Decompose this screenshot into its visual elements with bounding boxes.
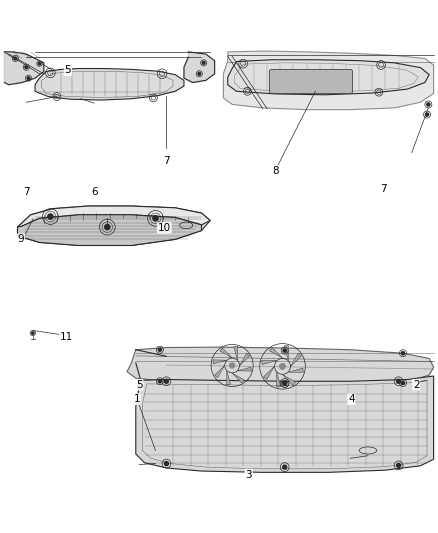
Circle shape (280, 364, 285, 369)
Text: 9: 9 (18, 235, 25, 244)
Text: 7: 7 (23, 187, 30, 197)
Polygon shape (269, 348, 283, 358)
Polygon shape (213, 360, 227, 364)
Circle shape (25, 66, 28, 69)
Circle shape (283, 349, 286, 352)
Polygon shape (226, 371, 230, 385)
Circle shape (401, 382, 405, 385)
Polygon shape (220, 348, 232, 358)
Polygon shape (215, 366, 225, 378)
Circle shape (230, 363, 235, 368)
Polygon shape (284, 345, 289, 360)
Polygon shape (288, 368, 303, 373)
Circle shape (202, 61, 205, 64)
Polygon shape (291, 353, 301, 366)
Text: 7: 7 (380, 183, 387, 193)
Circle shape (283, 382, 286, 385)
Polygon shape (18, 206, 210, 246)
Circle shape (283, 381, 286, 385)
Text: 5: 5 (64, 65, 71, 75)
Circle shape (397, 463, 401, 467)
Polygon shape (264, 366, 274, 379)
Polygon shape (18, 206, 210, 227)
Circle shape (158, 348, 162, 351)
Circle shape (27, 77, 30, 79)
Polygon shape (35, 69, 184, 100)
Polygon shape (184, 52, 215, 83)
Polygon shape (240, 353, 250, 366)
Polygon shape (234, 346, 238, 360)
Circle shape (32, 332, 34, 334)
Polygon shape (223, 51, 434, 110)
Circle shape (397, 379, 401, 383)
Polygon shape (4, 52, 44, 85)
Circle shape (425, 113, 429, 116)
Text: 2: 2 (413, 379, 420, 390)
Polygon shape (237, 367, 251, 371)
Circle shape (105, 224, 110, 230)
FancyBboxPatch shape (269, 69, 353, 93)
Polygon shape (228, 60, 429, 95)
Text: 7: 7 (163, 156, 170, 166)
Text: 10: 10 (158, 223, 171, 233)
Polygon shape (127, 347, 434, 384)
Circle shape (48, 214, 53, 219)
Circle shape (164, 462, 168, 465)
Polygon shape (283, 375, 296, 385)
Text: 8: 8 (272, 166, 279, 176)
Text: 4: 4 (348, 394, 355, 404)
Circle shape (153, 216, 158, 221)
Polygon shape (232, 373, 244, 383)
Circle shape (198, 72, 201, 75)
Circle shape (401, 352, 405, 355)
Text: 5: 5 (136, 379, 143, 390)
Circle shape (14, 57, 17, 60)
Text: 1: 1 (133, 394, 140, 404)
Text: 11: 11 (60, 333, 73, 343)
Circle shape (38, 62, 41, 65)
Polygon shape (18, 215, 201, 246)
Circle shape (158, 379, 162, 383)
Text: 6: 6 (91, 187, 98, 197)
Circle shape (427, 103, 430, 106)
Circle shape (283, 465, 286, 469)
Polygon shape (276, 372, 281, 387)
Polygon shape (262, 360, 277, 365)
Text: 3: 3 (245, 470, 252, 480)
Polygon shape (136, 376, 434, 472)
Circle shape (164, 379, 168, 383)
